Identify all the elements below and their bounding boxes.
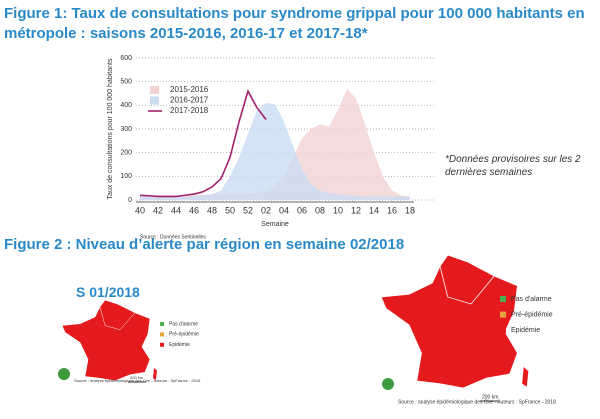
y-tick-label: 200 <box>120 150 132 157</box>
map-legend-swatch <box>160 342 164 347</box>
map-legend-swatch <box>500 327 506 334</box>
legend-swatch <box>150 96 159 105</box>
x-tick-label: 50 <box>225 205 235 215</box>
line <box>139 89 267 198</box>
y-tick-label: 500 <box>120 79 132 86</box>
map-source: Source : analyse épidémiologique des Cir… <box>398 399 556 405</box>
y-tick-label: 300 <box>120 126 132 133</box>
x-tick-label: 52 <box>243 205 253 215</box>
x-tick-label: 14 <box>369 205 379 215</box>
map-source: Source : analyse épidémiologique des Cir… <box>74 378 201 383</box>
map-legend-label: Pré-épidémie <box>511 311 553 318</box>
x-tick-label: 10 <box>333 205 343 215</box>
legend-label: 2017-2018 <box>170 106 209 115</box>
legend-label: 2016-2017 <box>170 96 209 105</box>
map-legend-swatch <box>160 322 164 326</box>
dom-inset <box>382 378 394 390</box>
source: Source : Données Sentinelles <box>140 234 206 240</box>
x-tick-label: 06 <box>297 205 307 215</box>
week-label: S 01/2018 <box>76 284 140 300</box>
area <box>140 102 410 200</box>
map-left <box>61 299 158 382</box>
map-legend-label: Epidémie <box>511 327 540 334</box>
annotation: *Données provisoires sur les 2 dernières… <box>445 154 581 178</box>
map-legend-label: Epidémie <box>169 342 190 348</box>
x-tick-label: 16 <box>387 205 397 215</box>
dom-inset <box>58 368 70 380</box>
x-tick-label: 40 <box>135 205 145 215</box>
map-scale: 200 km <box>130 375 144 380</box>
y-tick-label: 600 <box>120 55 132 62</box>
area <box>140 88 410 200</box>
x-tick-label: 02 <box>261 205 271 215</box>
map-legend-swatch <box>500 311 506 318</box>
y-tick-label: 0 <box>128 197 132 204</box>
x-tick-label: 12 <box>351 205 361 215</box>
y-tick-label: 100 <box>120 173 132 180</box>
x-tick-label: 04 <box>279 205 289 215</box>
legend-swatch <box>150 86 159 94</box>
map-legend-label: Pas d'alarme <box>169 321 198 327</box>
y-axis-label: Taux de consultations pour 100 000 habit… <box>107 58 114 199</box>
x-tick-label: 48 <box>207 205 217 215</box>
map-legend-swatch <box>160 332 164 337</box>
legend-label: 2015-2016 <box>170 85 209 94</box>
map-scale: 200 km <box>482 394 498 400</box>
map-legend-label: Pas d'alarme <box>511 296 552 303</box>
x-axis-label: Semaine <box>261 221 289 228</box>
x-tick-label: 46 <box>189 205 199 215</box>
x-tick-label: 18 <box>405 205 415 215</box>
map-right <box>380 254 530 389</box>
figure2-title: Figure 2 : Niveau d’alerte par région en… <box>4 236 405 253</box>
x-tick-label: 42 <box>153 205 163 215</box>
figure1-title: Figure 1: Taux de consultations pour syn… <box>4 5 585 42</box>
x-tick-label: 44 <box>171 205 181 215</box>
map-legend-label: Pré-épidémie <box>169 332 199 338</box>
y-tick-label: 400 <box>120 102 132 109</box>
map-legend-swatch <box>500 296 506 302</box>
x-tick-label: 08 <box>315 205 325 215</box>
